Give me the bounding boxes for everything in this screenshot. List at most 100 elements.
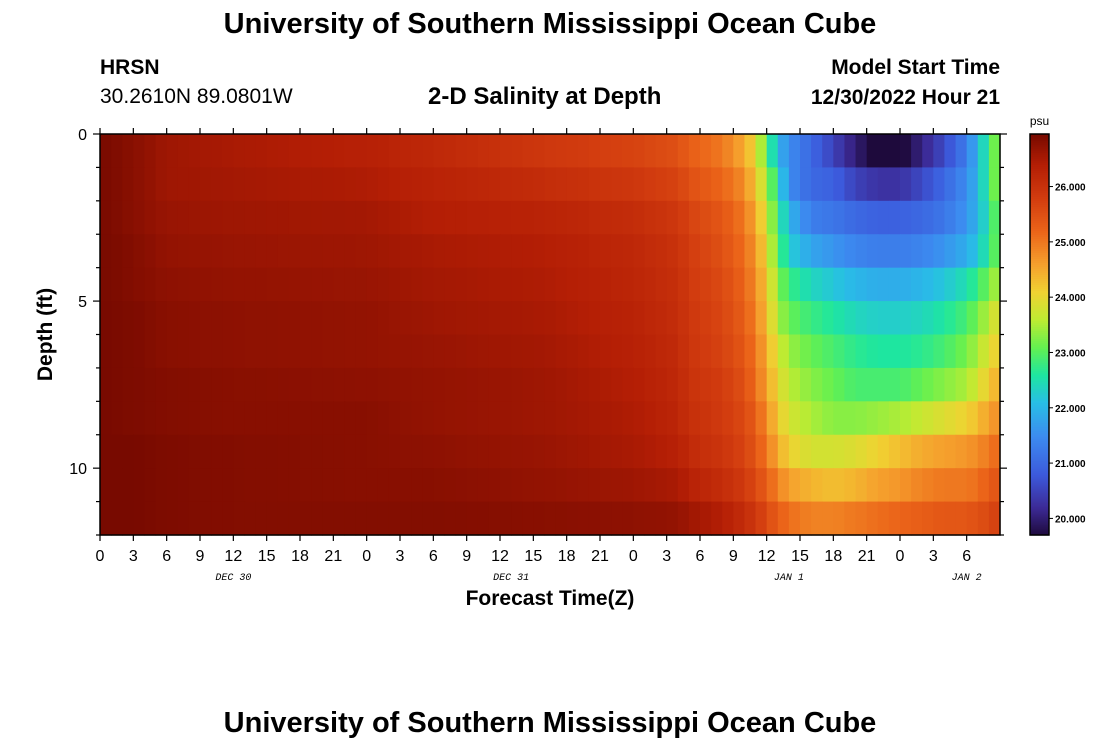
heatmap-cell [566, 434, 579, 469]
colorbar-segment [1030, 488, 1049, 492]
heatmap-cell [666, 434, 679, 469]
heatmap-cell [222, 200, 234, 235]
heatmap-cell [144, 200, 157, 235]
heatmap-cell [944, 301, 957, 336]
heatmap-cell [922, 334, 934, 369]
heatmap-cell [266, 134, 279, 169]
heatmap-cell [133, 234, 146, 269]
colorbar-segment [1030, 388, 1049, 392]
heatmap-cell [733, 367, 746, 402]
heatmap-cell [566, 234, 579, 269]
heatmap-cell [277, 468, 290, 503]
heatmap-cell [755, 167, 768, 202]
heatmap-cell [500, 434, 512, 469]
x-tick-label: 0 [362, 548, 371, 565]
heatmap-cell [288, 301, 301, 336]
heatmap-cell [144, 134, 157, 169]
heatmap-cell [277, 367, 290, 402]
heatmap-cell [633, 401, 646, 436]
heatmap-cell [244, 434, 257, 469]
colorbar-segment [1030, 354, 1049, 358]
heatmap-cell [477, 267, 490, 302]
colorbar-segment [1030, 256, 1049, 259]
model-start-time: 12/30/2022 Hour 21 [810, 86, 1000, 109]
colorbar-segment [1030, 392, 1049, 396]
heatmap-cell [422, 301, 434, 336]
x-tick-label: 9 [196, 548, 205, 565]
heatmap-cell [255, 234, 268, 269]
colorbar-segment [1030, 520, 1049, 524]
heatmap-cell [866, 134, 879, 169]
heatmap-cell [366, 234, 379, 269]
heatmap-cell [677, 267, 690, 302]
heatmap-cell [866, 501, 879, 536]
heatmap-cell [900, 468, 912, 503]
heatmap-cell [422, 200, 434, 235]
heatmap-cell [588, 134, 601, 169]
heatmap-cell [477, 468, 490, 503]
heatmap-cell [322, 468, 334, 503]
heatmap-cell [544, 334, 557, 369]
heatmap-cell [833, 401, 846, 436]
colorbar-segment [1030, 462, 1049, 466]
colorbar-segment [1030, 506, 1049, 510]
colorbar-segment [1030, 486, 1049, 490]
heatmap-cell [133, 267, 146, 302]
heatmap-cell [422, 267, 434, 302]
heatmap-cell [288, 200, 301, 235]
heatmap-cell [644, 367, 657, 402]
heatmap-cell [877, 200, 890, 235]
heatmap-cell [633, 301, 646, 336]
heatmap-cell [744, 434, 757, 469]
heatmap-cell [511, 301, 523, 336]
heatmap-cell [855, 234, 868, 269]
heatmap-cell [988, 334, 1001, 369]
colorbar-segment [1030, 206, 1049, 209]
heatmap-cell [466, 334, 479, 369]
heatmap-cell [122, 434, 134, 469]
x-tick-label: 18 [291, 548, 309, 565]
heatmap-cell [844, 468, 857, 503]
heatmap-cell [455, 301, 468, 336]
colorbar-segment [1030, 406, 1049, 410]
heatmap-cell [766, 401, 779, 436]
heatmap-cell [622, 134, 634, 169]
heatmap-cell [266, 434, 279, 469]
heatmap-cell [744, 367, 757, 402]
heatmap-cell [400, 334, 412, 369]
colorbar-segment [1030, 480, 1049, 484]
colorbar-segment [1030, 316, 1049, 320]
heatmap-cell [666, 267, 679, 302]
heatmap-cell [955, 301, 968, 336]
colorbar-segment [1030, 386, 1049, 390]
heatmap-cell [588, 167, 601, 202]
heatmap-cell [333, 234, 346, 269]
colorbar-segment [1030, 500, 1049, 504]
heatmap-cell [655, 134, 668, 169]
heatmap-cell [422, 234, 434, 269]
heatmap-cell [111, 167, 123, 202]
heatmap-cell [122, 401, 134, 436]
heatmap-cell [644, 301, 657, 336]
heatmap-cell [866, 167, 879, 202]
heatmap-cell [911, 434, 923, 469]
y-tick-label: 5 [78, 294, 87, 311]
heatmap-cell [555, 167, 568, 202]
colorbar-segment [1030, 288, 1049, 291]
heatmap-cell [944, 501, 957, 536]
heatmap-cell [911, 134, 923, 169]
heatmap-cell [955, 234, 968, 269]
colorbar-segment [1030, 422, 1049, 426]
colorbar-segment [1030, 404, 1049, 408]
heatmap-cell [400, 134, 412, 169]
heatmap-cell [700, 234, 712, 269]
heatmap-cell [155, 301, 168, 336]
heatmap-cell [922, 134, 934, 169]
x-tick-label: 3 [396, 548, 405, 565]
heatmap-cell [122, 468, 134, 503]
colorbar-segment [1030, 294, 1049, 297]
heatmap-cell [411, 434, 423, 469]
heatmap-cell [566, 200, 579, 235]
heatmap-cell [755, 200, 768, 235]
